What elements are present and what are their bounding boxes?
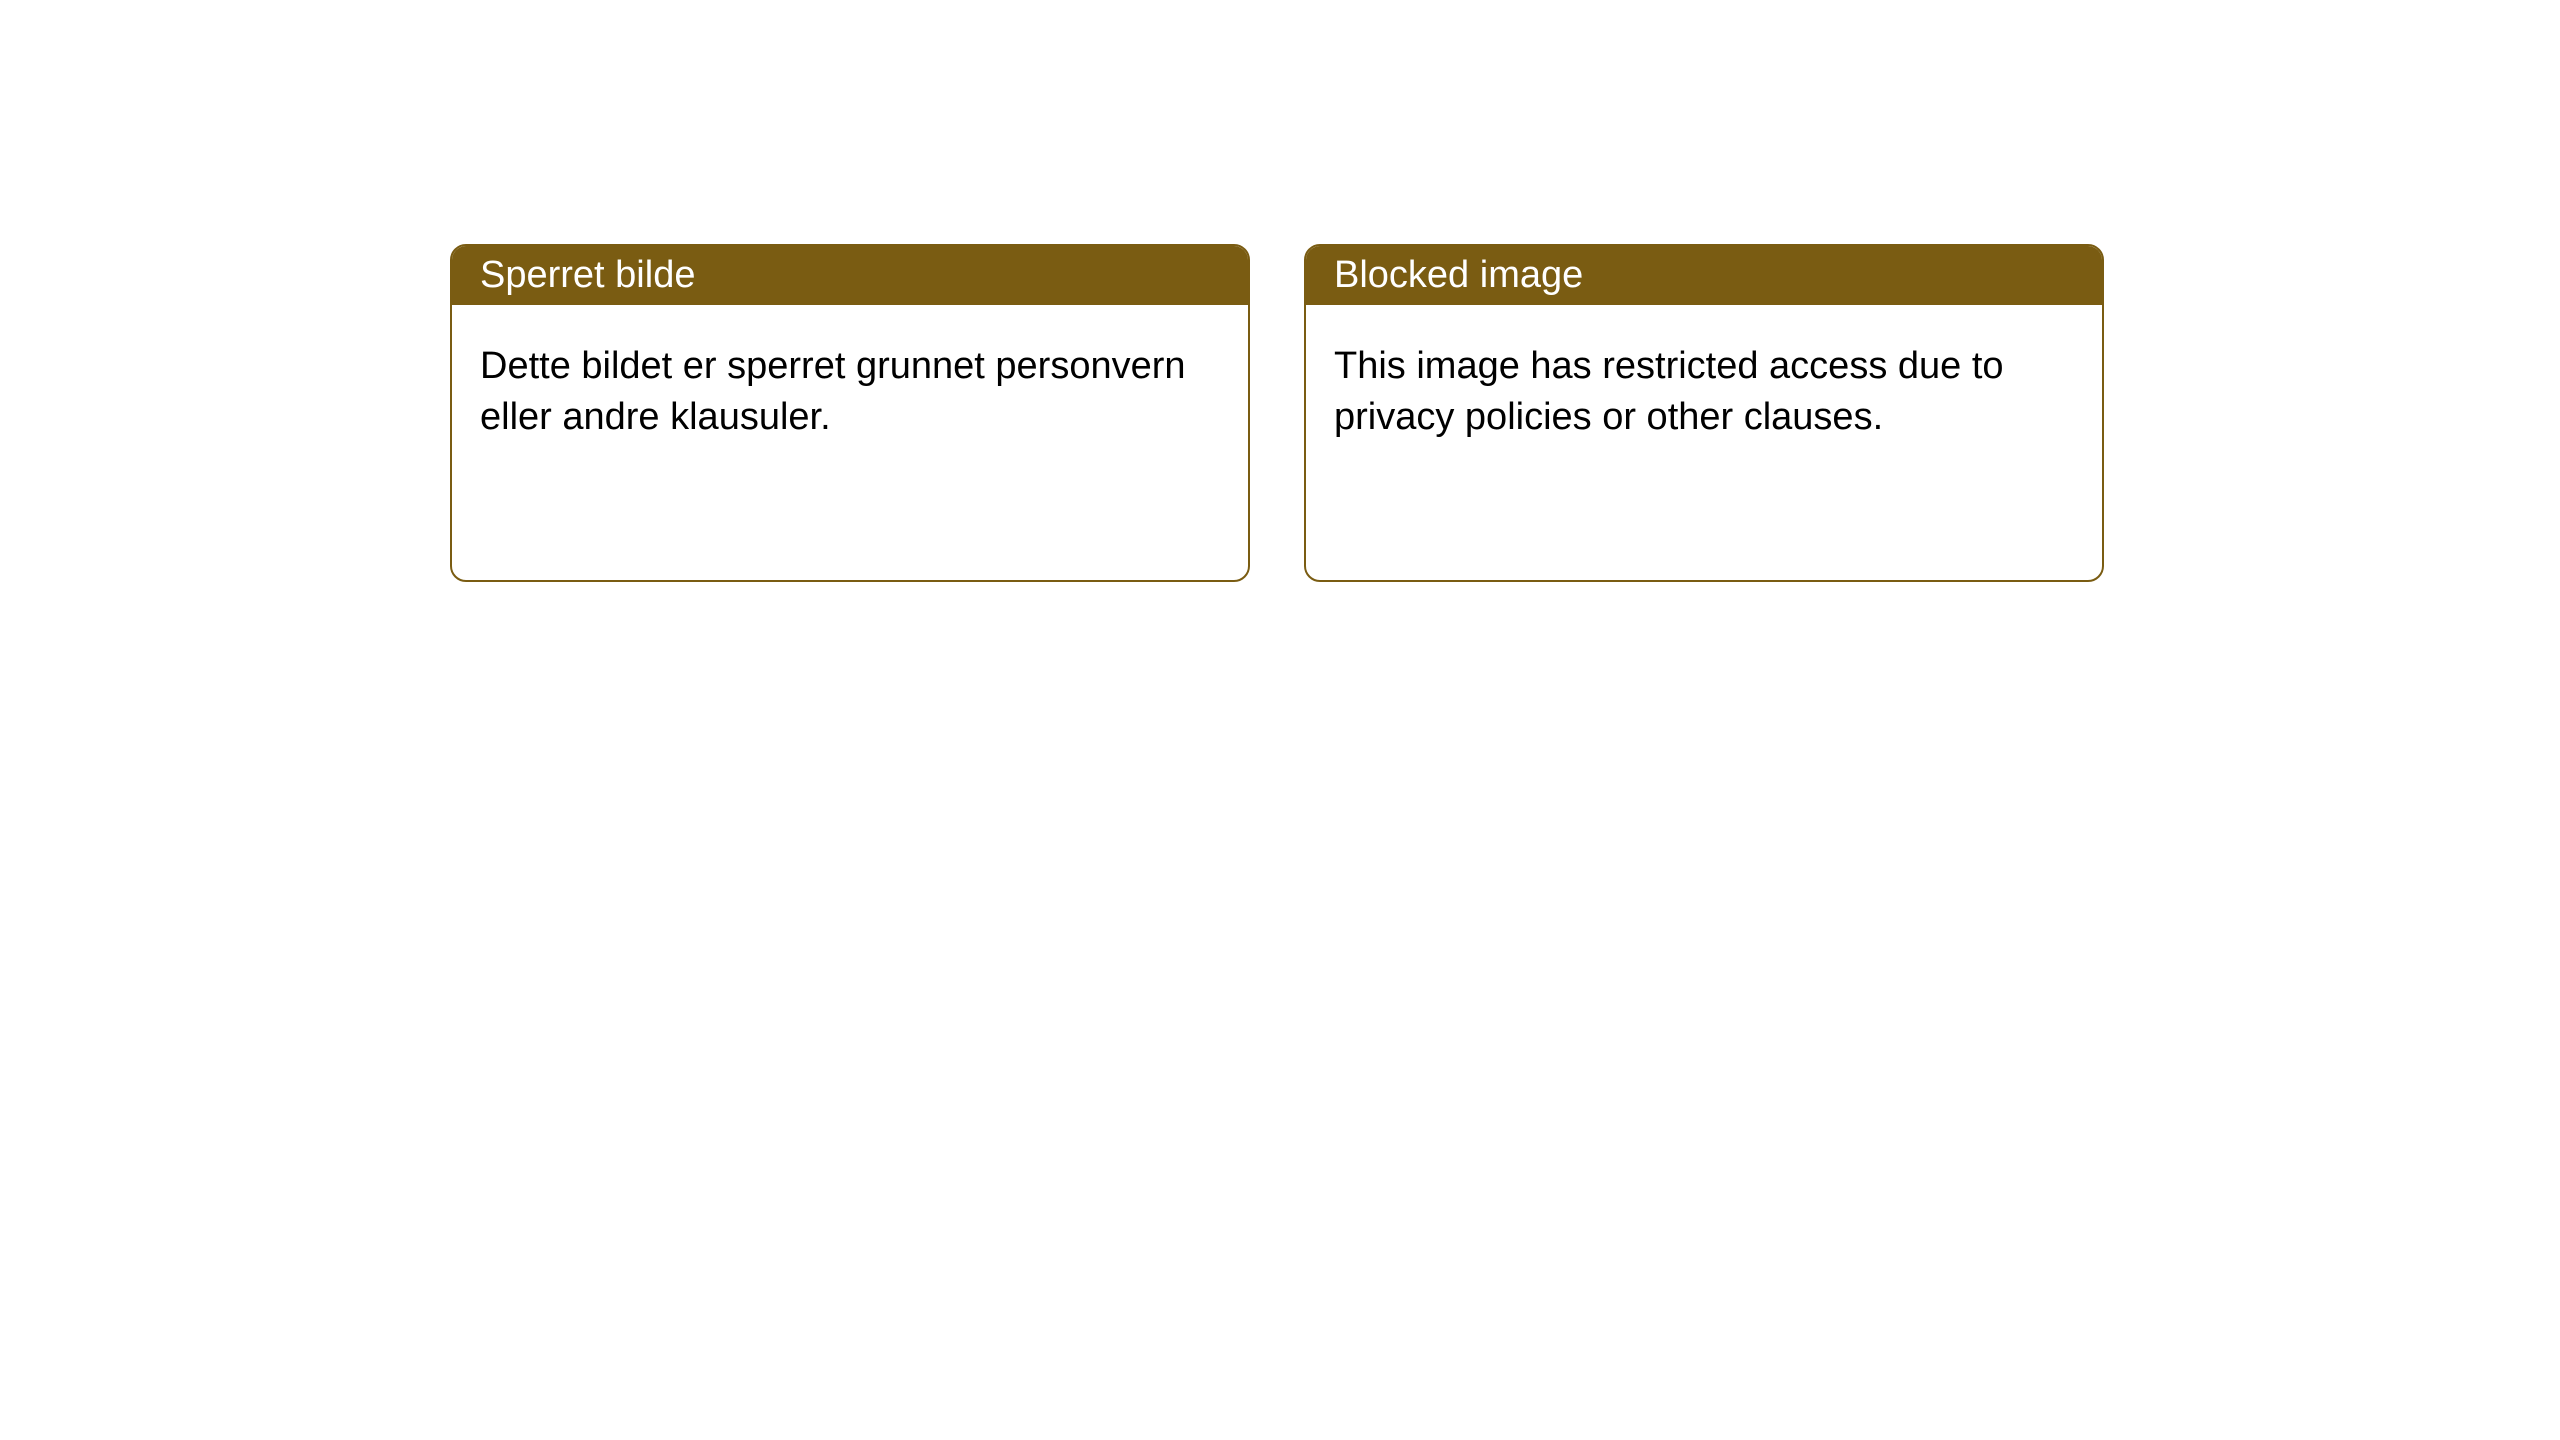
notice-header: Blocked image (1306, 246, 2102, 305)
notice-header: Sperret bilde (452, 246, 1248, 305)
notice-card-norwegian: Sperret bilde Dette bildet er sperret gr… (450, 244, 1250, 582)
notice-body: This image has restricted access due to … (1306, 305, 2102, 480)
notice-container: Sperret bilde Dette bildet er sperret gr… (450, 244, 2104, 582)
notice-body: Dette bildet er sperret grunnet personve… (452, 305, 1248, 480)
notice-card-english: Blocked image This image has restricted … (1304, 244, 2104, 582)
